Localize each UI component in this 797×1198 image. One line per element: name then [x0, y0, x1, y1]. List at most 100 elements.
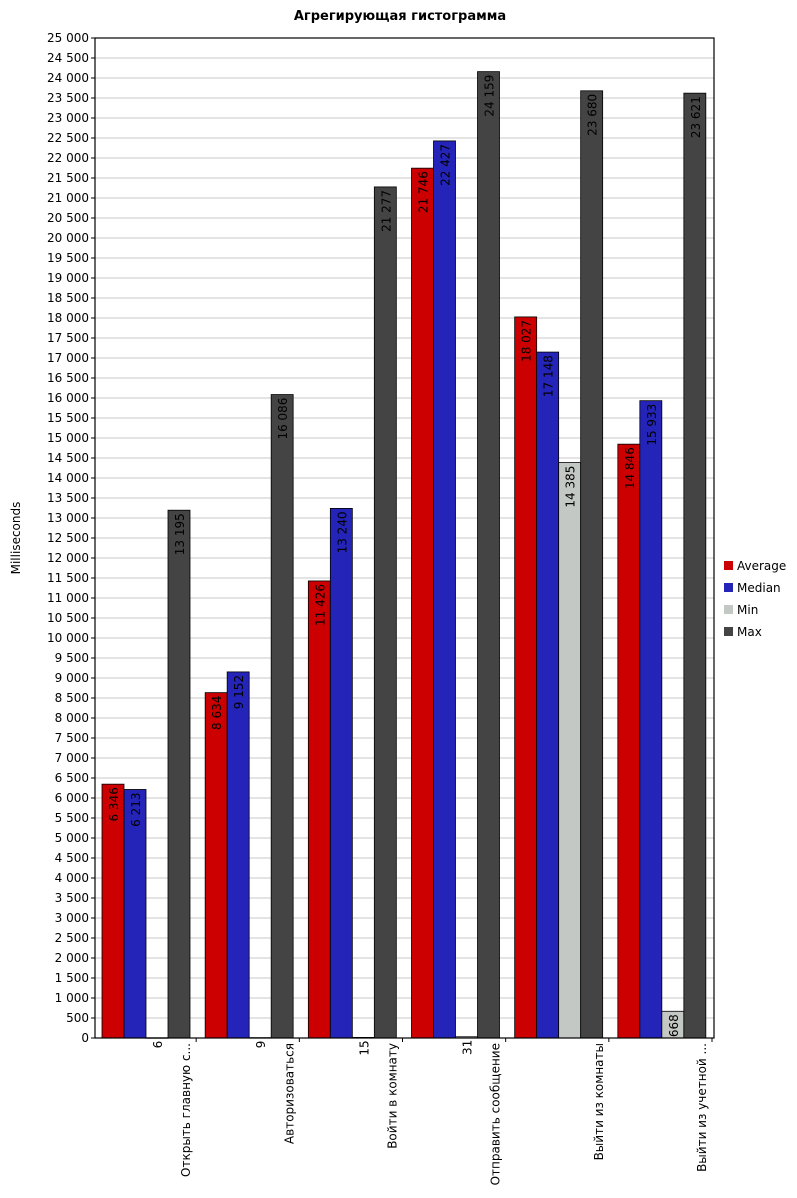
bar-max	[167, 509, 191, 1039]
y-tick-label: 10 000	[47, 631, 89, 645]
y-tick-label: 2 000	[55, 951, 89, 965]
y-tick-label: 16 000	[47, 391, 89, 405]
data-label: 668	[667, 1014, 681, 1037]
y-tick-label: 5 500	[55, 811, 89, 825]
bars: 6 346 6 213 6 13 195 8 634 9 152 9 16 086 11 426…	[101, 71, 707, 1056]
data-label: 18 027	[520, 320, 534, 362]
legend-label: Average	[737, 559, 786, 573]
data-label: 15 933	[645, 404, 659, 446]
y-tick-label: 22 500	[47, 131, 89, 145]
y-tick-label: 4 500	[55, 851, 89, 865]
y-tick-label: 15 500	[47, 411, 89, 425]
y-tick-label: 11 500	[47, 571, 89, 585]
y-tick-label: 14 500	[47, 451, 89, 465]
y-tick-label: 8 000	[55, 711, 89, 725]
data-label: 15	[357, 1040, 371, 1055]
legend-swatch	[724, 561, 733, 570]
y-tick-label: 7 000	[55, 751, 89, 765]
y-tick-label: 15 000	[47, 431, 89, 445]
y-tick-label: 3 000	[55, 911, 89, 925]
x-tick-label: Открыть главную с...	[179, 1043, 193, 1177]
y-tick-label: 18 500	[47, 291, 89, 305]
y-tick-label: 18 000	[47, 311, 89, 325]
bar-average	[411, 167, 434, 1039]
bar-min	[558, 462, 582, 1039]
y-tick-label: 23 000	[47, 111, 89, 125]
y-tick-label: 13 000	[47, 511, 89, 525]
legend: Average Median Min Max	[724, 559, 786, 639]
legend-swatch	[724, 583, 733, 592]
data-label: 21 277	[379, 190, 393, 232]
data-label: 16 086	[276, 398, 290, 440]
data-label: 17 148	[542, 355, 556, 397]
y-tick-label: 23 500	[47, 91, 89, 105]
bar-average	[204, 692, 228, 1039]
y-tick-label: 20 000	[47, 231, 89, 245]
grid-lines	[95, 37, 714, 1039]
data-label: 6 213	[129, 792, 143, 826]
bar-median	[433, 140, 456, 1039]
y-tick-label: 2 500	[55, 931, 89, 945]
y-tick-label: 7 500	[55, 731, 89, 745]
y-tick-label: 12 000	[47, 551, 89, 565]
y-tick-label: 1 000	[55, 991, 89, 1005]
bar-median	[536, 351, 560, 1039]
y-tick-label: 17 500	[47, 331, 89, 345]
y-tick-label: 21 500	[47, 171, 89, 185]
y-tick-label: 21 000	[47, 191, 89, 205]
y-tick-label: 4 000	[55, 871, 89, 885]
data-label: 23 621	[689, 96, 703, 138]
y-tick-label: 14 000	[47, 471, 89, 485]
bar-max	[477, 71, 500, 1039]
y-tick-label: 8 500	[55, 691, 89, 705]
x-tick-label: Выйти из учетной ...	[695, 1043, 709, 1172]
x-tick-label: Авторизоваться	[282, 1043, 296, 1144]
bar-average	[307, 580, 331, 1039]
x-tick-label: Войти в комнату	[386, 1043, 400, 1149]
y-tick-label: 5 000	[55, 831, 89, 845]
data-label: 31	[461, 1040, 475, 1055]
x-tick-label: Отправить сообщение	[489, 1043, 503, 1185]
y-tick-label: 13 500	[47, 491, 89, 505]
bar-max	[373, 186, 397, 1039]
data-label: 6	[151, 1041, 165, 1049]
y-tick-label: 9 000	[55, 671, 89, 685]
y-tick-label: 24 500	[47, 51, 89, 65]
data-label: 6 346	[107, 787, 121, 821]
bar-max	[580, 90, 604, 1039]
bar-average	[514, 316, 538, 1039]
y-tick-label: 22 000	[47, 151, 89, 165]
y-tick-label: 1 500	[55, 971, 89, 985]
data-label: 14 385	[564, 466, 578, 508]
y-tick-label: 9 500	[55, 651, 89, 665]
y-tick-label: 20 500	[47, 211, 89, 225]
bar-median	[329, 507, 353, 1039]
legend-label: Median	[737, 581, 781, 595]
y-tick-label: 6 500	[55, 771, 89, 785]
data-label: 23 680	[586, 94, 600, 136]
y-tick-label: 25 000	[47, 31, 89, 45]
x-axis: Открыть главную с... Авторизоваться Войти …	[179, 1038, 713, 1185]
y-tick-label: 6 000	[55, 791, 89, 805]
y-tick-label: 24 000	[47, 71, 89, 85]
bar-median	[639, 400, 663, 1039]
y-tick-label: 17 000	[47, 351, 89, 365]
data-label: 11 426	[313, 584, 327, 626]
legend-label: Max	[737, 625, 762, 639]
y-tick-label: 500	[66, 1011, 89, 1025]
y-tick-label: 10 500	[47, 611, 89, 625]
legend-label: Min	[737, 603, 758, 617]
y-tick-label: 16 500	[47, 371, 89, 385]
data-label: 21 746	[417, 171, 431, 213]
data-label: 8 634	[210, 696, 224, 730]
data-label: 14 846	[623, 447, 637, 489]
legend-swatch	[724, 627, 733, 636]
y-tick-label: 19 500	[47, 251, 89, 265]
bar-max	[270, 394, 294, 1039]
bar-median	[226, 671, 250, 1039]
data-label: 22 427	[439, 144, 453, 186]
chart-title: Агрегирующая гистограмма	[294, 9, 506, 24]
bar-max	[683, 92, 707, 1039]
y-tick-label: 3 500	[55, 891, 89, 905]
